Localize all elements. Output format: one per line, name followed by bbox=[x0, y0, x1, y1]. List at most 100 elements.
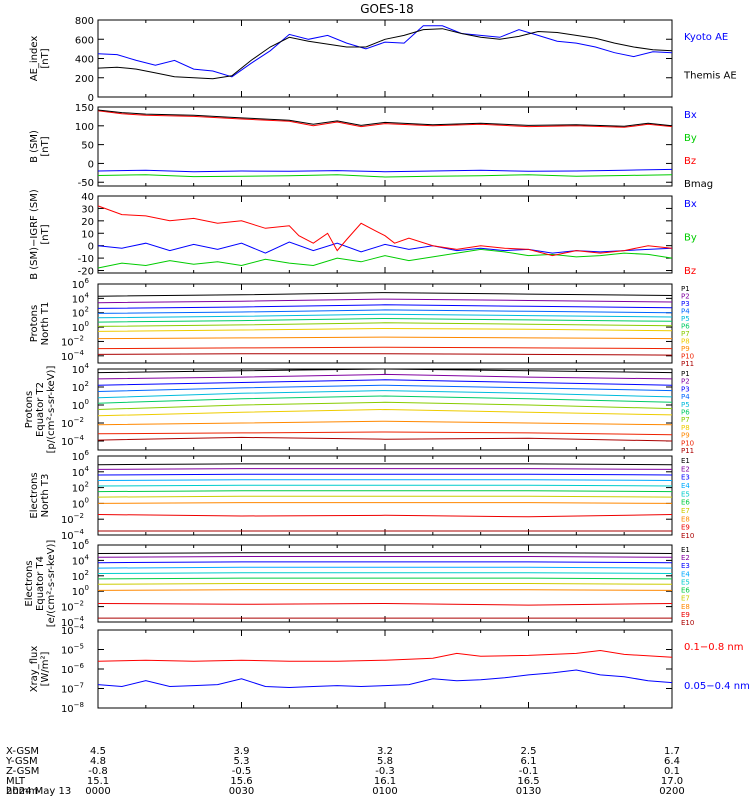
y-axis-label-line: B (SM)−IGRF (SM) bbox=[29, 189, 40, 280]
ephemeris-value: 4.5 bbox=[90, 746, 106, 757]
series-line bbox=[97, 589, 673, 591]
series-line bbox=[97, 583, 673, 585]
y-tick-label: 400 bbox=[75, 55, 94, 66]
ephemeris-row-label: Z-GSM bbox=[6, 766, 39, 777]
y-tick-label: 150 bbox=[75, 103, 94, 114]
ephemeris-value: 3.2 bbox=[377, 746, 393, 757]
y-axis-label-line: [nT] bbox=[40, 224, 51, 244]
y-tick-label: 106 bbox=[72, 449, 90, 463]
y-tick-exponent: 4 bbox=[85, 362, 90, 370]
legend-label: E1 bbox=[681, 546, 690, 554]
y-tick-exponent: 6 bbox=[85, 277, 90, 285]
series-line bbox=[97, 346, 673, 350]
y-axis-label-line: [e/(cm²-s-sr-keV)] bbox=[46, 540, 57, 628]
y-tick-label: 102 bbox=[72, 306, 89, 320]
legend-label: P7 bbox=[681, 416, 690, 424]
y-axis-label: ElectronsEquator T4[e/(cm²-s-sr-keV)] bbox=[24, 540, 57, 628]
y-tick-exponent: −4 bbox=[74, 434, 85, 442]
legend-label: Bz bbox=[684, 156, 696, 167]
series-line bbox=[97, 327, 673, 332]
ephemeris-value: 0100 bbox=[372, 786, 397, 797]
legend-label: P5 bbox=[681, 401, 690, 409]
series-line bbox=[97, 336, 673, 340]
legend-label: 0.1−0.8 nm bbox=[684, 642, 743, 653]
y-tick-exponent: −2 bbox=[74, 416, 84, 424]
plot-frame bbox=[97, 106, 673, 187]
y-tick-label: 30 bbox=[81, 204, 94, 215]
series-line bbox=[97, 304, 673, 309]
y-tick-exponent: −8 bbox=[74, 701, 84, 709]
ephemeris-value: 0130 bbox=[516, 786, 541, 797]
y-tick-exponent: 0 bbox=[85, 496, 89, 504]
series-line bbox=[97, 110, 673, 128]
legend-label: P7 bbox=[681, 330, 690, 338]
y-axis-label-line: Equator T2 bbox=[35, 382, 46, 437]
series-line bbox=[97, 577, 673, 580]
ephemeris-value: -0.8 bbox=[88, 766, 108, 777]
y-tick-label: 102 bbox=[72, 380, 89, 394]
series-line bbox=[97, 373, 673, 380]
y-tick-label: 0 bbox=[88, 93, 94, 104]
y-tick-label: 20 bbox=[81, 217, 94, 228]
ephemeris-row-label: X-GSM bbox=[6, 746, 39, 757]
y-tick-label: 100 bbox=[72, 398, 89, 412]
series-line bbox=[97, 317, 673, 323]
series-line bbox=[97, 420, 673, 426]
series-line bbox=[97, 566, 673, 569]
ephemeris-value: 5.3 bbox=[234, 756, 250, 767]
legend-label: P5 bbox=[681, 315, 690, 323]
y-axis-label-line: [nT] bbox=[40, 48, 51, 68]
series-line bbox=[97, 408, 673, 417]
series-line bbox=[97, 401, 673, 410]
series-line bbox=[97, 479, 673, 481]
series-line bbox=[97, 502, 673, 504]
legend-label: E10 bbox=[681, 619, 694, 627]
series-line bbox=[97, 556, 673, 558]
ephemeris-value: 0200 bbox=[659, 786, 684, 797]
series-line bbox=[97, 25, 673, 78]
y-tick-label: 104 bbox=[72, 465, 90, 479]
legend-label: E4 bbox=[681, 570, 690, 578]
y-tick-label: 40 bbox=[81, 192, 94, 203]
series-line bbox=[97, 322, 673, 327]
y-tick-exponent: −4 bbox=[74, 349, 85, 357]
y-axis-label: ProtonsNorth T1 bbox=[29, 302, 51, 346]
series-line bbox=[97, 248, 673, 269]
y-tick-exponent: −2 bbox=[74, 334, 84, 342]
ephemeris-value: -0.1 bbox=[519, 766, 539, 777]
y-axis-label-line: Protons bbox=[29, 305, 40, 342]
ephemeris-row-label: MLT bbox=[6, 776, 26, 787]
y-tick-label: 100 bbox=[72, 320, 89, 334]
y-tick-exponent: 4 bbox=[85, 465, 90, 473]
series-line bbox=[97, 298, 673, 304]
y-tick-label: 102 bbox=[72, 481, 89, 495]
series-line bbox=[97, 649, 673, 662]
y-axis-label-line: North T3 bbox=[40, 474, 51, 518]
y-tick-exponent: 2 bbox=[85, 380, 89, 388]
y-tick-exponent: 0 bbox=[85, 584, 89, 592]
y-tick-exponent: 0 bbox=[85, 320, 89, 328]
y-tick-label: 106 bbox=[72, 277, 90, 291]
ephemeris-row-label: Y-GSM bbox=[5, 756, 38, 767]
y-tick-label: 102 bbox=[72, 569, 89, 583]
y-tick-label: 10−2 bbox=[61, 416, 84, 430]
y-axis-label: AE_index[nT] bbox=[29, 36, 51, 82]
legend-label: E8 bbox=[681, 603, 690, 611]
legend-label: Bx bbox=[684, 199, 697, 210]
ephemeris-value: 15.6 bbox=[230, 776, 252, 787]
legend-label: P3 bbox=[681, 300, 690, 308]
ephemeris-value: 17.0 bbox=[661, 776, 683, 787]
legend-label: By bbox=[684, 133, 697, 144]
ephemeris-value: 1.7 bbox=[664, 746, 680, 757]
ephemeris-value: 6.4 bbox=[664, 756, 680, 767]
series-line bbox=[97, 174, 673, 178]
series-line bbox=[97, 602, 673, 606]
ephemeris-value: 0000 bbox=[85, 786, 110, 797]
legend-label: P2 bbox=[681, 378, 690, 386]
y-tick-label: 100 bbox=[72, 584, 89, 598]
ephemeris-value: 0030 bbox=[229, 786, 254, 797]
legend-label: P1 bbox=[681, 370, 690, 378]
series-line bbox=[97, 384, 673, 392]
